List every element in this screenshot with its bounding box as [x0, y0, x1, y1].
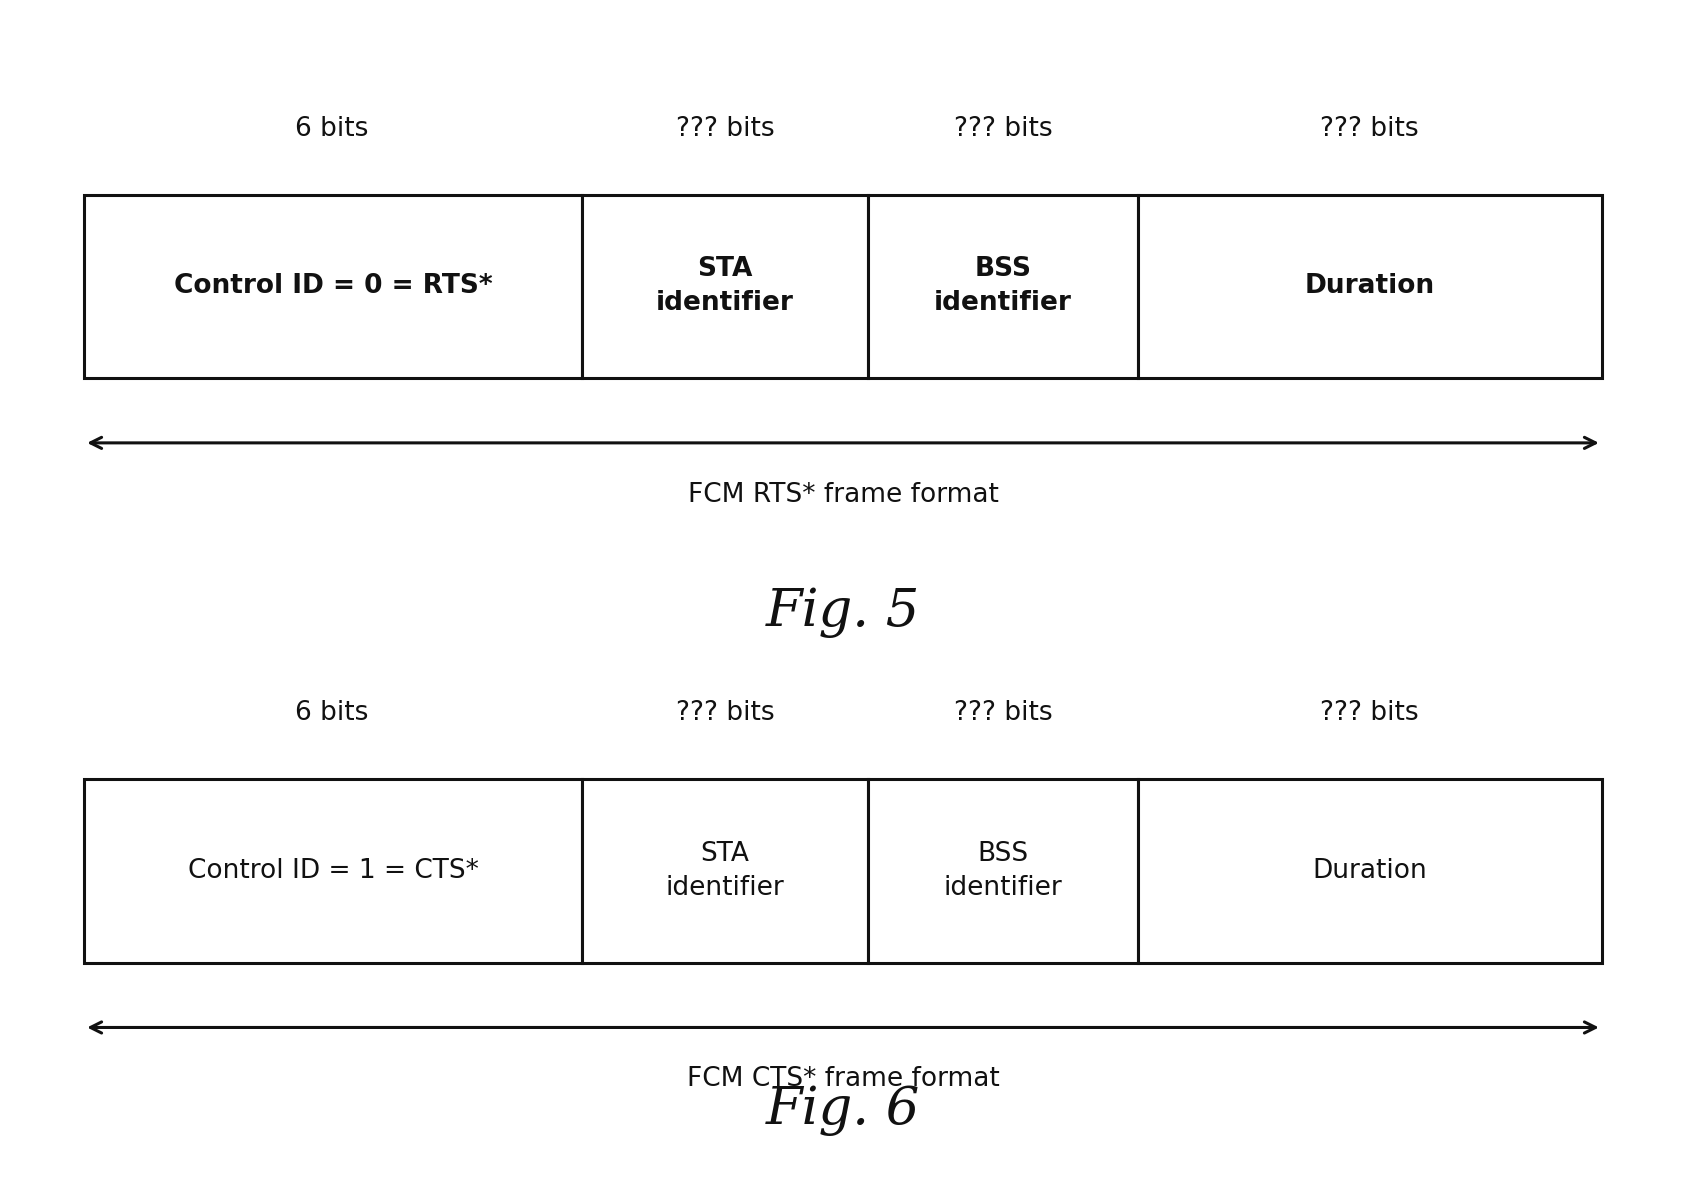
Bar	[868, 195, 1138, 378]
Text: FCM RTS* frame format: FCM RTS* frame format	[688, 482, 998, 508]
Text: ??? bits: ??? bits	[1320, 700, 1418, 726]
Text: BSS
identifier: BSS identifier	[934, 256, 1072, 317]
Text: ??? bits: ??? bits	[676, 116, 774, 142]
Bar	[582, 779, 868, 963]
Bar	[84, 779, 582, 963]
Text: Fig. 5: Fig. 5	[765, 587, 921, 638]
Bar	[1138, 779, 1602, 963]
Text: 6 bits: 6 bits	[295, 116, 369, 142]
Text: Duration: Duration	[1312, 857, 1428, 885]
Text: Duration: Duration	[1305, 273, 1435, 300]
Bar	[582, 195, 868, 378]
Text: STA
identifier: STA identifier	[666, 841, 784, 901]
Text: Control ID = 1 = CTS*: Control ID = 1 = CTS*	[187, 857, 479, 885]
Text: ??? bits: ??? bits	[676, 700, 774, 726]
Text: 6 bits: 6 bits	[295, 700, 369, 726]
Text: BSS
identifier: BSS identifier	[944, 841, 1062, 901]
Text: ??? bits: ??? bits	[954, 700, 1052, 726]
Text: ??? bits: ??? bits	[954, 116, 1052, 142]
Text: ??? bits: ??? bits	[1320, 116, 1418, 142]
Bar	[1138, 195, 1602, 378]
Text: FCM CTS* frame format: FCM CTS* frame format	[686, 1066, 1000, 1092]
Bar	[84, 195, 582, 378]
Text: Fig. 6: Fig. 6	[765, 1085, 921, 1136]
Text: Control ID = 0 = RTS*: Control ID = 0 = RTS*	[174, 273, 492, 300]
Text: STA
identifier: STA identifier	[656, 256, 794, 317]
Bar	[868, 779, 1138, 963]
